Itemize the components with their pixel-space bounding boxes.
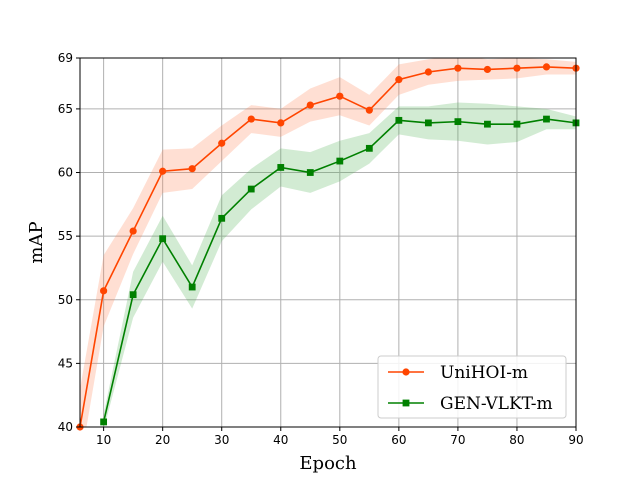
legend-label-0: UniHOI-m xyxy=(440,363,528,383)
x-tick-label: 40 xyxy=(273,433,288,447)
y-tick-label: 40 xyxy=(58,420,73,434)
point-series-1 xyxy=(484,120,491,128)
point-series-1 xyxy=(247,185,255,193)
y-tick-label: 55 xyxy=(58,229,73,243)
x-tick-label: 80 xyxy=(509,433,524,447)
point-series-1 xyxy=(365,144,373,152)
point-series-0 xyxy=(336,92,344,100)
point-series-1 xyxy=(277,164,285,171)
point-series-1 xyxy=(424,119,432,127)
point-series-0 xyxy=(188,165,196,173)
band-series-1 xyxy=(103,102,576,427)
point-series-0 xyxy=(365,106,373,114)
legend-marker-0 xyxy=(402,368,410,376)
y-tick-label: 50 xyxy=(58,293,73,307)
point-series-1 xyxy=(395,116,403,124)
x-tick-label: 70 xyxy=(450,433,465,447)
x-tick-label: 30 xyxy=(214,433,229,447)
x-tick-label: 10 xyxy=(96,433,111,447)
x-tick-label: 50 xyxy=(332,433,347,447)
legend-box xyxy=(377,355,567,419)
point-series-1 xyxy=(336,157,344,165)
legend: UniHOI-m GEN-VLKT-m xyxy=(377,355,567,419)
point-series-0 xyxy=(513,64,521,72)
x-tick-label: 60 xyxy=(391,433,406,447)
x-tick-label: 90 xyxy=(568,433,583,447)
point-series-0 xyxy=(454,64,462,72)
point-series-0 xyxy=(100,287,108,295)
line-series-0 xyxy=(80,66,576,427)
y-tick-label: 45 xyxy=(58,356,73,370)
y-axis-label: mAP xyxy=(26,221,47,263)
point-series-1 xyxy=(306,169,314,176)
point-series-1 xyxy=(543,115,550,123)
plot-frame xyxy=(79,57,577,428)
legend-label-1: GEN-VLKT-m xyxy=(440,394,553,414)
point-series-0 xyxy=(129,227,137,235)
point-series-0 xyxy=(395,76,403,84)
point-series-1 xyxy=(100,418,108,426)
series-markers xyxy=(76,63,580,431)
y-tick-label: 60 xyxy=(58,166,73,180)
point-series-0 xyxy=(483,65,492,74)
point-series-0 xyxy=(277,119,285,127)
point-series-0 xyxy=(247,115,255,123)
point-series-1 xyxy=(159,235,167,243)
x-axis-label: Epoch xyxy=(299,453,357,474)
point-series-1 xyxy=(218,214,226,222)
y-tick-label: 69 xyxy=(58,51,73,65)
y-tick-label: 65 xyxy=(58,102,73,116)
x-tick-label: 20 xyxy=(155,433,170,447)
point-series-1 xyxy=(513,120,521,128)
confidence-bands xyxy=(80,58,576,427)
point-series-0 xyxy=(424,68,432,76)
point-series-0 xyxy=(306,101,314,109)
band-series-0 xyxy=(80,58,576,427)
legend-marker-1 xyxy=(402,399,410,407)
point-series-0 xyxy=(218,139,226,147)
point-series-1 xyxy=(129,291,137,299)
point-series-0 xyxy=(159,167,167,175)
point-series-1 xyxy=(188,283,196,291)
axis-ticks: 10 20 30 40 50 60 70 80 90 40 45 50 55 60 65 69 xyxy=(58,51,584,447)
point-series-1 xyxy=(454,118,462,126)
point-series-0 xyxy=(542,63,551,71)
